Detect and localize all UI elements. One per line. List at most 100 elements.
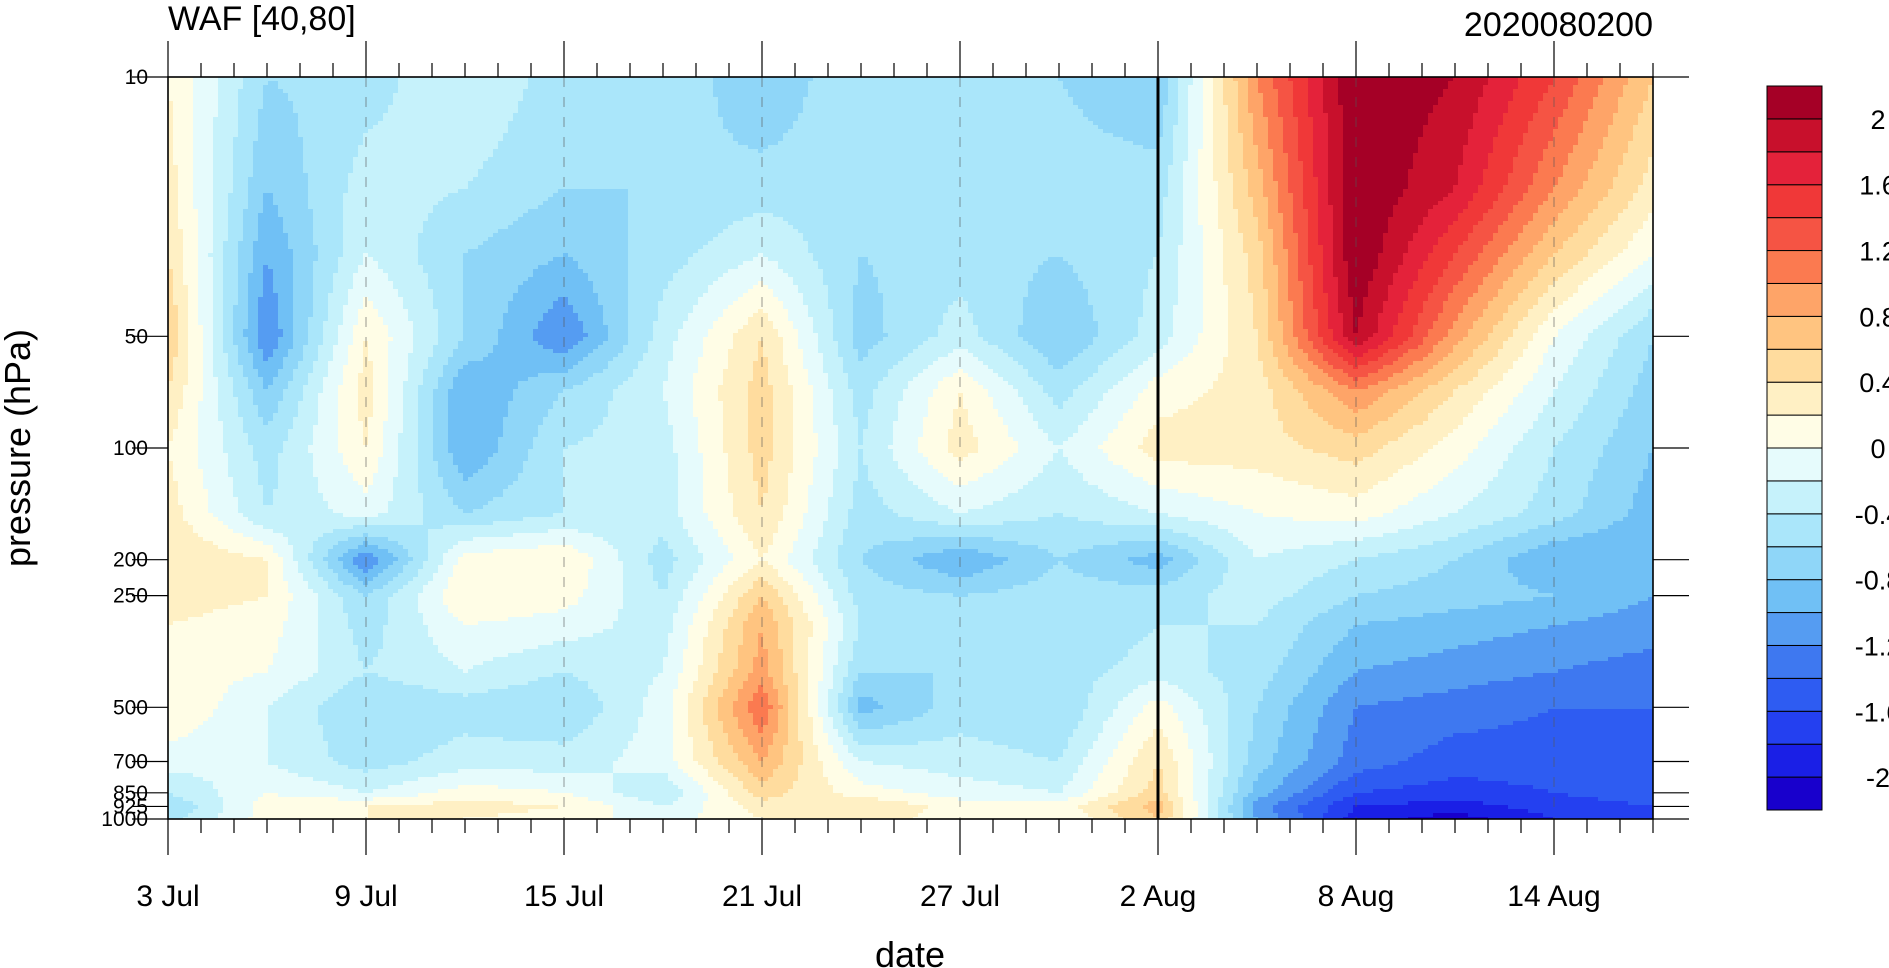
contour-cell [173,593,179,598]
contour-cell [168,533,174,538]
contour-cell [178,225,184,230]
contour-cell [173,553,179,558]
contour-cell [183,517,189,522]
contour-cell [168,661,174,666]
contour-cell [168,741,174,746]
contour-cell [178,461,184,466]
contour-cell [173,685,179,690]
contour-cell [178,557,184,562]
contour-cell [183,149,189,154]
contour-cell [183,153,189,158]
contour-cell [173,437,179,442]
contour-cell [173,637,179,642]
contour-cell [178,273,184,278]
contour-cell [178,453,184,458]
contour-cell [168,649,174,654]
contour-cell [173,157,179,162]
contour-cell [173,421,179,426]
contour-cell [173,393,179,398]
contour-cell [168,493,174,498]
contour-cell [178,621,184,626]
contour-cell [168,785,174,790]
contour-cell [173,561,179,566]
contour-cell [178,145,184,150]
contour-cell [183,549,189,554]
contour-cell [168,729,174,734]
contour-cell [183,193,189,198]
contour-cell [168,681,174,686]
contour-cell [178,609,184,614]
contour-cell [178,633,184,638]
contour-cell [173,217,179,222]
contour-cell [173,457,179,462]
contour-cell [183,565,189,570]
contour-cell [168,189,174,194]
contour-cell [183,621,189,626]
contour-cell [168,97,174,102]
contour-cell [183,261,189,266]
contour-cell [173,481,179,486]
contour-cell [178,417,184,422]
contour-cell [178,613,184,618]
contour-cell [178,269,184,274]
contour-cell [183,125,189,130]
contour-cell [178,645,184,650]
contour-cell [183,461,189,466]
contour-cell [183,701,189,706]
contour-cell [183,761,189,766]
contour-cell [173,677,179,682]
contour-cell [183,633,189,638]
contour-cell [178,173,184,178]
contour-cell [168,597,174,602]
contour-cell [168,245,174,250]
contour-cell [183,725,189,730]
contour-cell [178,301,184,306]
contour-cell [183,417,189,422]
contour-cell [168,193,174,198]
contour-cell [178,289,184,294]
contour-cell [178,89,184,94]
contour-cell [183,673,189,678]
contour-cell [178,93,184,98]
contour-cell [168,561,174,566]
contour-cell [183,521,189,526]
contour-cell [168,605,174,610]
contour-cell [183,685,189,690]
contour-cell [173,633,179,638]
contour-cell [183,453,189,458]
contour-cell [168,373,174,378]
contour-cell [173,465,179,470]
contour-cell [178,469,184,474]
contour-cell [173,589,179,594]
contour-cell [178,197,184,202]
contour-cell [178,233,184,238]
contour-cell [168,481,174,486]
contour-cell [168,205,174,210]
contour-cell [173,281,179,286]
contour-cell [173,689,179,694]
contour-cell [178,193,184,198]
contour-cell [173,789,179,794]
contour-cell [168,613,174,618]
contour-cell [178,761,184,766]
contour-cell [183,277,189,282]
contour-cell [168,213,174,218]
contour-cell [168,361,174,366]
contour-cell [178,733,184,738]
contour-cell [183,757,189,762]
contour-cell [173,625,179,630]
contour-cell [178,709,184,714]
contour-cell [168,569,174,574]
contour-cell [168,317,174,322]
contour-cell [183,509,189,514]
contour-cell [173,173,179,178]
contour-cell [173,529,179,534]
contour-cell [168,773,174,778]
contour-cell [168,781,174,786]
contour-cell [183,233,189,238]
contour-cell [168,309,174,314]
contour-cell [178,397,184,402]
contour-cell [173,409,179,414]
contour-cell [168,473,174,478]
contour-cell [183,589,189,594]
